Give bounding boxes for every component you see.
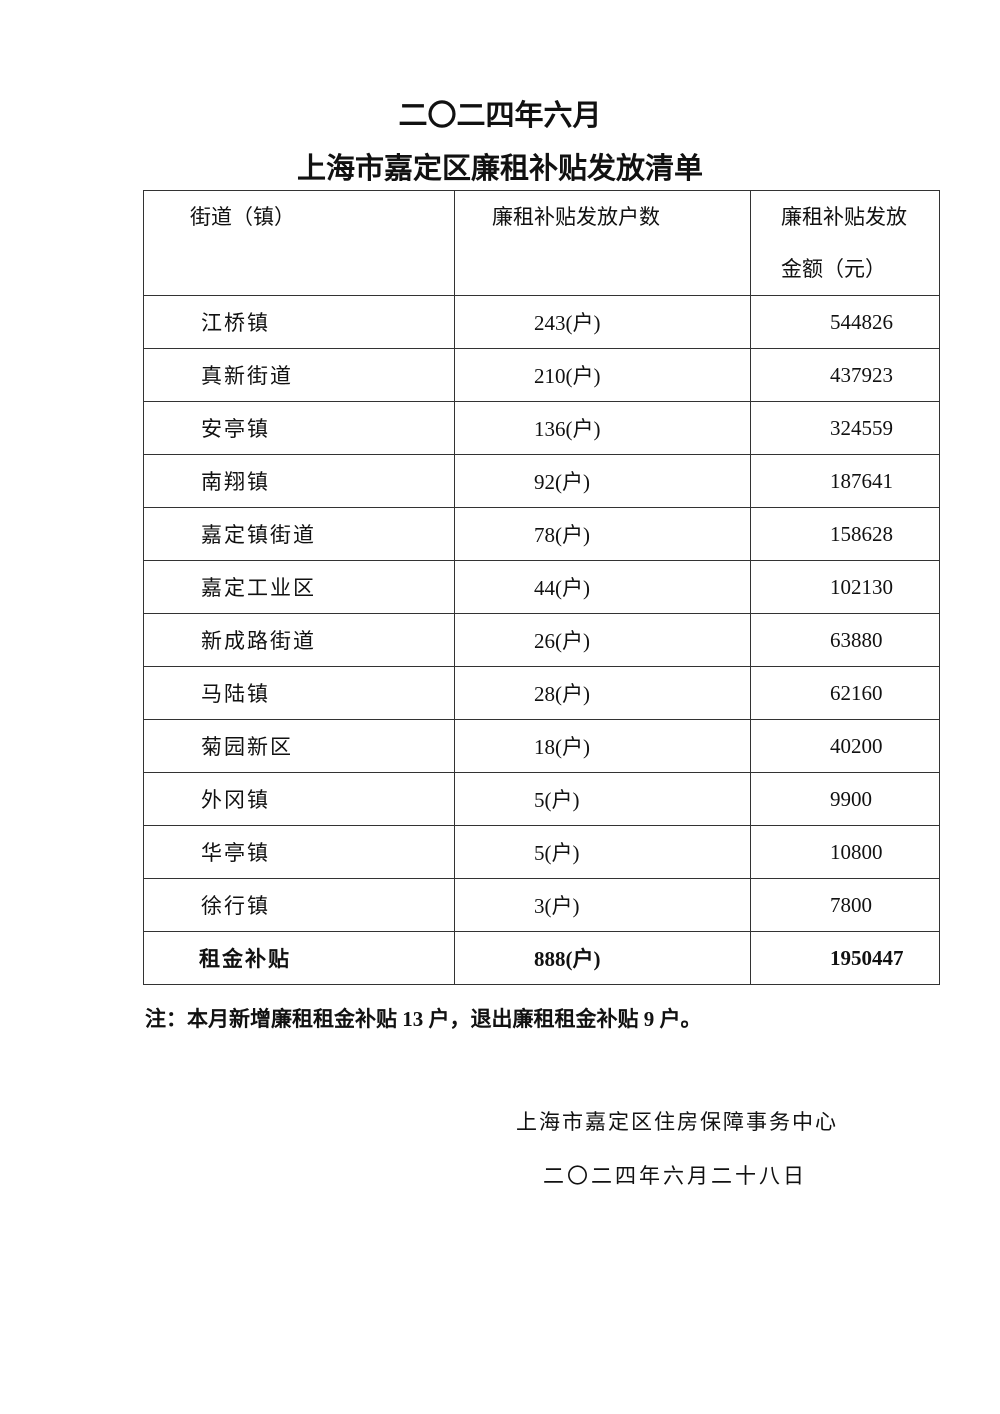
households-cell: 44(户) xyxy=(454,560,751,614)
table-row: 安亭镇 136(户) 324559 xyxy=(143,401,940,455)
amount-cell: 63880 xyxy=(750,613,940,667)
amount-cell: 7800 xyxy=(750,878,940,932)
district-cell: 菊园新区 xyxy=(143,719,455,773)
district-cell: 江桥镇 xyxy=(143,295,455,349)
document-title-date: 二〇二四年六月 xyxy=(398,98,602,132)
table-row: 外冈镇 5(户) 9900 xyxy=(143,772,940,826)
table-row: 南翔镇 92(户) 187641 xyxy=(143,454,940,508)
header-households: 廉租补贴发放户数 xyxy=(454,190,751,296)
households-cell: 78(户) xyxy=(454,507,751,561)
households-cell: 888(户) xyxy=(454,931,751,985)
table-row: 马陆镇 28(户) 62160 xyxy=(143,666,940,720)
households-cell: 18(户) xyxy=(454,719,751,773)
households-cell: 243(户) xyxy=(454,295,751,349)
note: 注：本月新增廉租租金补贴 13 户，退出廉租租金补贴 9 户。 xyxy=(145,1007,702,1031)
households-cell: 28(户) xyxy=(454,666,751,720)
households-cell: 26(户) xyxy=(454,613,751,667)
amount-cell: 62160 xyxy=(750,666,940,720)
table-row: 嘉定镇街道 78(户) 158628 xyxy=(143,507,940,561)
amount-cell: 9900 xyxy=(750,772,940,826)
amount-cell: 10800 xyxy=(750,825,940,879)
households-cell: 92(户) xyxy=(454,454,751,508)
district-cell: 安亭镇 xyxy=(143,401,455,455)
amount-cell: 544826 xyxy=(750,295,940,349)
table-row: 真新街道 210(户) 437923 xyxy=(143,348,940,402)
table-row: 新成路街道 26(户) 63880 xyxy=(143,613,940,667)
table-row: 徐行镇 3(户) 7800 xyxy=(143,878,940,932)
households-cell: 210(户) xyxy=(454,348,751,402)
amount-cell: 187641 xyxy=(750,454,940,508)
table-row: 菊园新区 18(户) 40200 xyxy=(143,719,940,773)
total-row: 租金补贴 888(户) 1950447 xyxy=(143,931,940,985)
header-district: 街道（镇） xyxy=(143,190,455,296)
district-cell: 徐行镇 xyxy=(143,878,455,932)
amount-cell: 437923 xyxy=(750,348,940,402)
header-amount: 廉租补贴发放金额（元） xyxy=(750,190,940,296)
district-cell: 华亭镇 xyxy=(143,825,455,879)
district-cell: 马陆镇 xyxy=(143,666,455,720)
amount-cell: 40200 xyxy=(750,719,940,773)
district-cell: 新成路街道 xyxy=(143,613,455,667)
district-cell: 南翔镇 xyxy=(143,454,455,508)
amount-cell: 324559 xyxy=(750,401,940,455)
table-row: 江桥镇 243(户) 544826 xyxy=(143,295,940,349)
households-cell: 5(户) xyxy=(454,825,751,879)
table-header-row: 街道（镇） 廉租补贴发放户数 廉租补贴发放金额（元） xyxy=(143,190,940,296)
households-cell: 136(户) xyxy=(454,401,751,455)
document-title: 上海市嘉定区廉租补贴发放清单 xyxy=(296,151,703,185)
district-cell: 外冈镇 xyxy=(143,772,455,826)
table-row: 华亭镇 5(户) 10800 xyxy=(143,825,940,879)
table-row: 嘉定工业区 44(户) 102130 xyxy=(143,560,940,614)
district-cell: 租金补贴 xyxy=(143,931,455,985)
subsidy-table: 街道（镇） 廉租补贴发放户数 廉租补贴发放金额（元） 江桥镇 243(户) 5448… xyxy=(143,190,940,985)
amount-cell: 102130 xyxy=(750,560,940,614)
households-cell: 3(户) xyxy=(454,878,751,932)
district-cell: 嘉定镇街道 xyxy=(143,507,455,561)
district-cell: 真新街道 xyxy=(143,348,455,402)
households-cell: 5(户) xyxy=(454,772,751,826)
district-cell: 嘉定工业区 xyxy=(143,560,455,614)
issue-date: 二〇二四年六月二十八日 xyxy=(543,1164,807,1188)
issuing-organization: 上海市嘉定区住房保障事务中心 xyxy=(516,1110,838,1134)
amount-cell: 158628 xyxy=(750,507,940,561)
amount-cell: 1950447 xyxy=(750,931,940,985)
